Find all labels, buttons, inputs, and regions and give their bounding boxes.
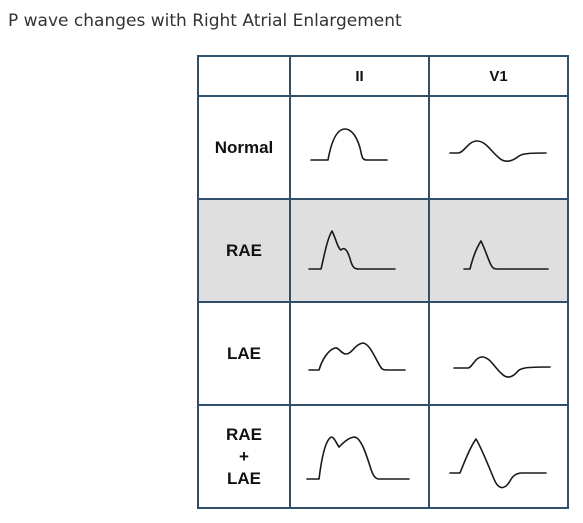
row-label-rae: RAE	[197, 198, 291, 303]
row-label-lae: LAE	[197, 301, 291, 406]
page-title: P wave changes with Right Atrial Enlarge…	[8, 11, 402, 31]
lae-lead-ii-p-wave	[308, 341, 406, 371]
row-normal: Normal	[197, 95, 569, 200]
row-label-line: Normal	[214, 137, 274, 157]
wave-cell-rae-lae-ii	[289, 404, 430, 509]
row-label-line: LAE	[227, 468, 261, 488]
header-row: II V1	[197, 55, 569, 97]
row-lae: LAE	[197, 301, 569, 406]
row-rae-lae: RAE + LAE	[197, 404, 569, 509]
row-label-line: +	[239, 446, 249, 466]
rae-lead-ii-p-wave	[308, 229, 396, 270]
wave-cell-rae-ii	[289, 198, 430, 303]
wave-cell-rae-v1	[428, 198, 569, 303]
column-header-v1: V1	[428, 55, 569, 97]
normal-lead-ii-p-wave	[310, 127, 388, 161]
wave-cell-normal-ii	[289, 95, 430, 200]
row-label-line: RAE	[226, 240, 262, 260]
rae-lae-lead-ii-p-wave	[306, 435, 410, 480]
row-label-line: LAE	[227, 343, 261, 363]
row-label-line: RAE	[226, 424, 262, 444]
corner-cell	[197, 55, 291, 97]
column-header-ii: II	[289, 55, 430, 97]
wave-cell-lae-ii	[289, 301, 430, 406]
wave-cell-lae-v1	[428, 301, 569, 406]
row-label-rae-lae: RAE + LAE	[197, 404, 291, 509]
rae-lead-v1-p-wave	[463, 239, 549, 270]
row-rae: RAE	[197, 198, 569, 303]
normal-lead-v1-p-wave	[449, 139, 547, 162]
row-label-normal: Normal	[197, 95, 291, 200]
wave-cell-normal-v1	[428, 95, 569, 200]
p-wave-table: II V1 Normal RAE	[197, 55, 569, 509]
lae-lead-v1-p-wave	[453, 355, 551, 378]
rae-lae-lead-v1-p-wave	[449, 437, 547, 488]
wave-cell-rae-lae-v1	[428, 404, 569, 509]
